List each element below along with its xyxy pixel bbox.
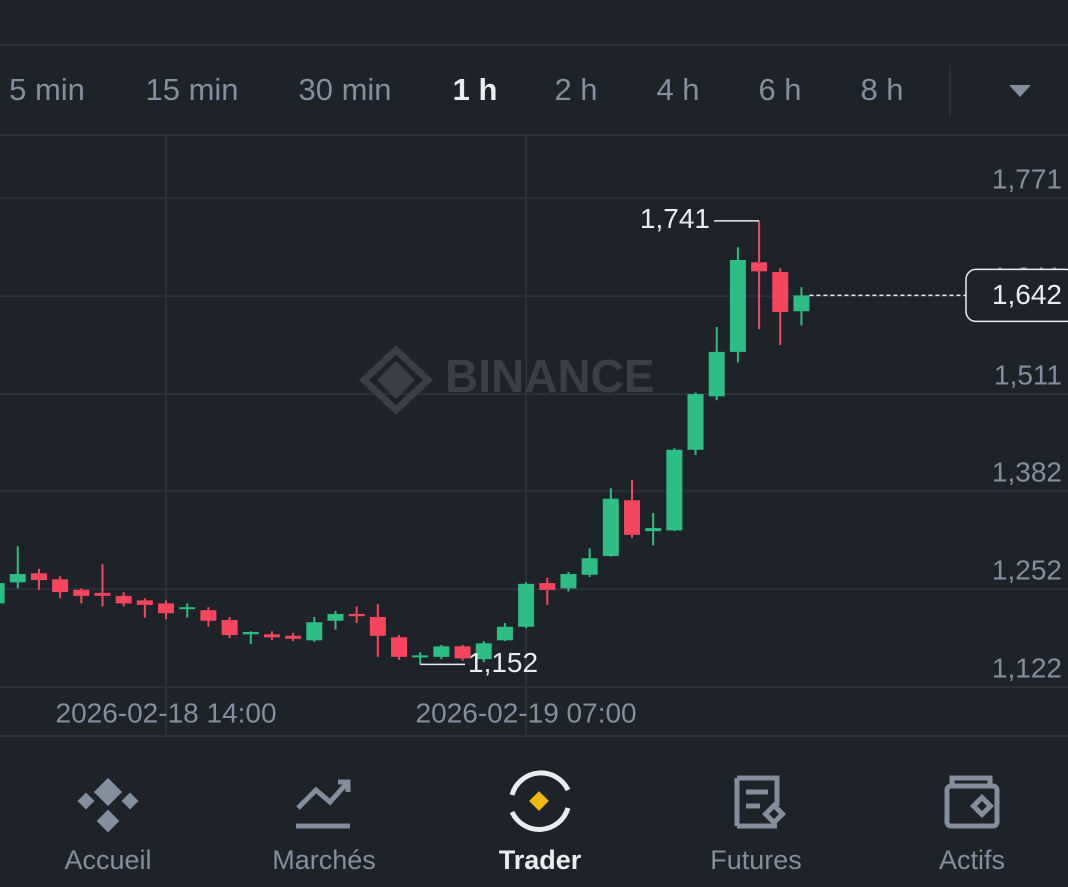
watermark-logo — [358, 345, 434, 415]
high-marker-label: 1,741 — [640, 203, 710, 234]
candle-body — [751, 262, 768, 272]
x-tick-label: 2026-02-18 14:00 — [56, 697, 277, 728]
candle-body — [200, 610, 217, 621]
candle-body — [327, 613, 344, 621]
candle-body — [306, 622, 323, 641]
last-price-box — [965, 268, 1068, 323]
last-price-label: 1,642 — [992, 279, 1062, 310]
nav-label[interactable]: Accueil — [64, 845, 151, 875]
candle-body — [348, 613, 365, 617]
candle-body — [496, 626, 513, 641]
icon-trade[interactable] — [509, 770, 571, 832]
candle-body — [560, 574, 577, 589]
candle-body — [369, 616, 386, 636]
candle-body — [666, 449, 683, 531]
y-tick-label: 1,511 — [994, 359, 1062, 390]
nav-label[interactable]: Marchés — [272, 845, 376, 875]
dropdown[interactable] — [1009, 85, 1031, 97]
candle-body — [687, 394, 704, 450]
timeframe-tab[interactable]: 4 h — [656, 72, 699, 107]
candle-body — [391, 637, 408, 657]
candle-body — [0, 583, 5, 604]
y-tick-label: 1,252 — [992, 554, 1062, 585]
nav-label[interactable]: Trader — [499, 845, 582, 875]
y-tick-label: 1,382 — [992, 457, 1062, 488]
candle-body — [242, 632, 259, 635]
icon-markets[interactable] — [296, 779, 351, 829]
candle-body — [518, 583, 535, 627]
candle-body — [30, 573, 47, 581]
icon-home[interactable] — [77, 777, 139, 844]
chart: 2026-02-18 14:00 2026-02-19 07:00 1,122 1,2… — [0, 135, 1068, 736]
candle-body — [94, 592, 111, 596]
candle-body — [708, 351, 725, 397]
candle-body — [115, 595, 132, 604]
timeframe-tab[interactable]: 30 min — [298, 72, 391, 107]
y-tick-label: 1,771 — [992, 164, 1062, 195]
nav-label[interactable]: Futures — [710, 845, 802, 875]
candle-body — [602, 498, 619, 556]
timeframe-tab[interactable]: 1 h — [453, 72, 498, 107]
candle-body — [454, 646, 471, 659]
y-tick-label: 1,122 — [992, 652, 1062, 683]
candle-body — [645, 528, 662, 532]
candle-body — [179, 607, 196, 610]
icon-futures[interactable] — [734, 775, 787, 829]
candle-body — [581, 558, 598, 575]
icon-assets[interactable] — [944, 775, 1000, 829]
candle-body — [412, 655, 429, 658]
candle-body — [9, 574, 26, 583]
nav-label[interactable]: Actifs — [939, 845, 1005, 875]
candle-body — [136, 600, 153, 605]
timeframe-tab[interactable]: 6 h — [758, 72, 801, 107]
candle-body — [158, 603, 175, 614]
watermark: BINANCE — [445, 350, 655, 402]
candle-body — [539, 583, 556, 590]
timeframe-tab[interactable]: 5 min — [9, 72, 85, 107]
candle-body — [729, 260, 746, 352]
candle-body — [73, 589, 90, 596]
candle-body — [793, 295, 810, 312]
candle-body — [285, 635, 302, 639]
candle-body — [433, 646, 450, 657]
candle-body — [475, 643, 492, 660]
timeframe-tab[interactable]: 15 min — [145, 72, 238, 107]
candle-body — [263, 634, 280, 638]
candle-body — [52, 579, 69, 593]
candle-body — [221, 619, 238, 636]
candle-body — [772, 272, 789, 312]
timeframe-tab[interactable]: 2 h — [554, 72, 597, 107]
low-marker-label: 1,152 — [468, 647, 538, 678]
x-tick-label: 2026-02-19 07:00 — [416, 697, 637, 728]
timeframe-tab[interactable]: 8 h — [860, 72, 903, 107]
candle-body — [624, 500, 640, 535]
